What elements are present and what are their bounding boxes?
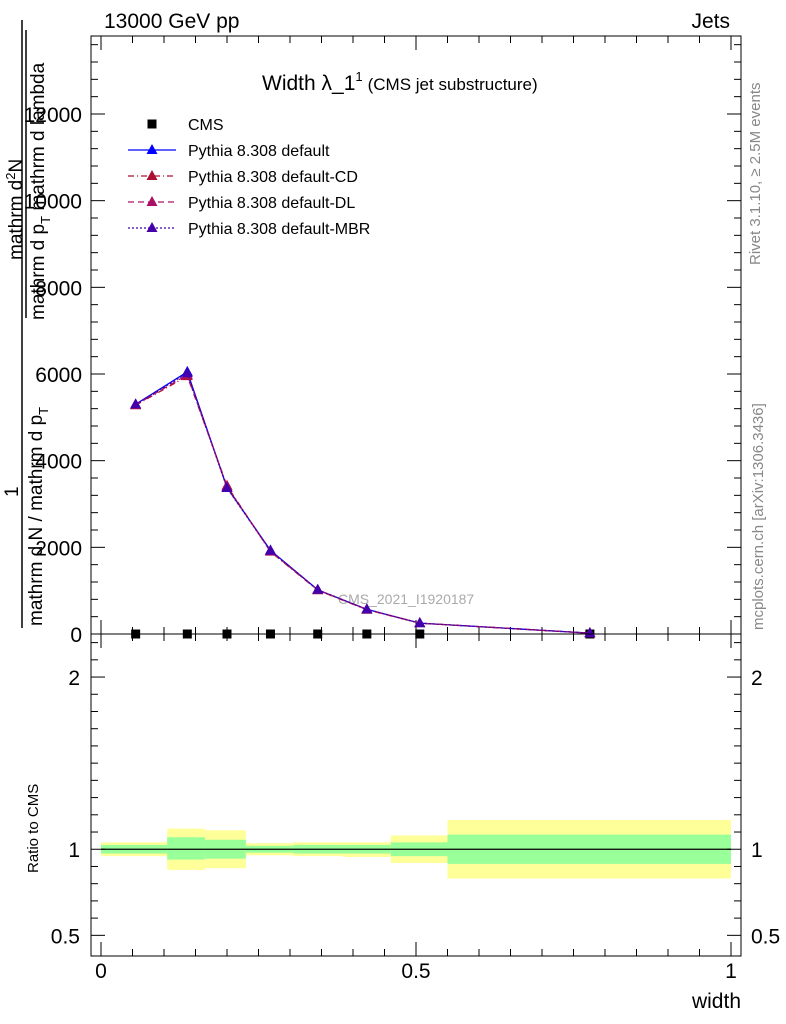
legend-entry: Pythia 8.308 default-CD	[128, 169, 358, 186]
ratio-band-inner	[167, 837, 205, 860]
main-y-tick-labels: 0 2000 4000 6000 8000 10000 12000	[24, 104, 82, 647]
data-point	[584, 627, 596, 638]
legend-marker	[147, 119, 157, 129]
ylabel-inner-num-tail: N	[6, 159, 27, 173]
legend-entry: Pythia 8.308 default	[128, 143, 330, 160]
plot-title-sup: 1	[355, 69, 362, 84]
x-tick-label: 0	[95, 960, 107, 983]
ylabel-inner-num-sup: 2	[3, 173, 18, 180]
main-y-tick-label: 10000	[24, 191, 82, 214]
main-y-tick-label: 4000	[35, 451, 82, 474]
energy-label: 13000 GeV pp	[104, 10, 239, 33]
ratio-y-label: Ratio to CMS	[25, 784, 42, 873]
ratio-axis-ticks	[91, 634, 741, 956]
data-point	[264, 544, 276, 555]
rivet-label: Rivet 3.1.10, ≥ 2.5M events	[747, 83, 764, 266]
main-axis-ticks	[91, 36, 741, 635]
data-point	[414, 617, 426, 628]
legend-entry: CMS	[147, 117, 224, 134]
series-line	[135, 372, 590, 634]
legend-label: Pythia 8.308 default	[188, 143, 330, 160]
ylabel-inner-den-tail: mathrm d lambda	[28, 62, 49, 216]
ratio-y-tick-label-right: 2	[751, 667, 763, 690]
main-y-tick-label: 8000	[35, 277, 82, 300]
ylabel-frac-den-main: mathrm d N / mathrm d p	[26, 415, 47, 626]
ratio-panel: 0.5 0.51 12 2 0 0.5 1 Ratio to CMS width	[25, 633, 780, 1013]
ylabel-frac-den: mathrm d N / mathrm d pT	[26, 407, 51, 626]
legend-label: Pythia 8.308 default-DL	[188, 195, 355, 212]
data-point	[130, 398, 142, 409]
legend-entry: Pythia 8.308 default-DL	[128, 195, 355, 212]
ylabel-inner-den: mathrm d pT mathrm d lambda	[28, 62, 53, 320]
series-4	[130, 367, 596, 638]
main-y-tick-label: 12000	[24, 104, 82, 127]
main-y-tick-label: 2000	[35, 537, 82, 560]
ylabel-frac-num: 1	[2, 486, 23, 497]
jets-label: Jets	[691, 10, 730, 33]
ylabel-inner-num-main: mathrm d	[6, 180, 27, 260]
x-tick-labels: 0 0.5 1	[95, 960, 737, 983]
ratio-y-tick-label-right: 1	[751, 839, 763, 862]
ylabel-inner-den-sub: T	[38, 216, 53, 224]
legend-label: Pythia 8.308 default-MBR	[188, 221, 370, 238]
ylabel-inner-num: mathrm d2N	[3, 159, 27, 260]
ratio-bands	[101, 819, 731, 879]
ratio-y-tick-label: 2	[68, 667, 80, 690]
x-axis-label: width	[691, 990, 741, 1013]
legend-label: Pythia 8.308 default-CD	[188, 169, 358, 186]
legend-label: CMS	[188, 117, 224, 134]
x-tick-label: 0.5	[401, 960, 430, 983]
ratio-y-tick-label: 0.5	[51, 925, 80, 948]
main-y-tick-label: 6000	[35, 364, 82, 387]
watermark: CMS_2021_I1920187	[338, 591, 474, 607]
ratio-y-tick-label-right: 0.5	[751, 925, 780, 948]
ratio-y-tick-label: 1	[68, 839, 80, 862]
ratio-frame	[90, 633, 742, 957]
data-point	[312, 583, 324, 594]
main-y-tick-label: 0	[70, 624, 82, 647]
legend-marker	[146, 170, 158, 180]
legend-marker	[146, 196, 158, 206]
data-point	[361, 603, 373, 614]
plot-title: Width λ_11 (CMS jet substructure)	[262, 69, 538, 95]
data-point	[221, 481, 233, 492]
data-point	[181, 367, 193, 378]
x-tick-label: 1	[725, 960, 737, 983]
ylabel-inner-den-main: mathrm d p	[28, 224, 49, 320]
ylabel-frac-den-sub: T	[36, 407, 51, 415]
legend-marker	[146, 222, 158, 232]
y-axis-label: 1 mathrm d N / mathrm d pT mathrm d2N ma…	[2, 20, 53, 628]
legend-marker	[146, 144, 158, 154]
mcplots-label: mcplots.cern.ch [arXiv:1306.3436]	[750, 403, 767, 630]
legend: CMS Pythia 8.308 default Pythia 8.308 defa…	[128, 117, 370, 238]
ratio-y-tick-labels: 0.5 0.5 1 1 2 2	[51, 667, 780, 948]
plot-title-main: Width λ_1	[262, 72, 355, 95]
plot-subtitle: (CMS jet substructure)	[368, 75, 538, 94]
legend-entry: Pythia 8.308 default-MBR	[128, 221, 370, 238]
